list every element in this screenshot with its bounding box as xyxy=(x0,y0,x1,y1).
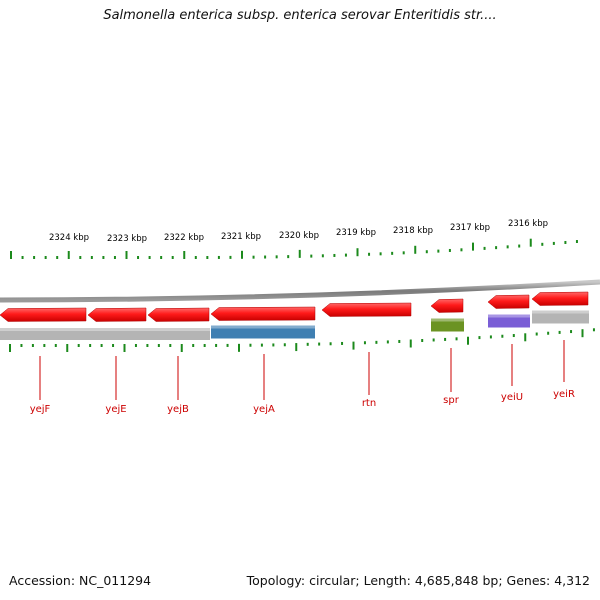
genome-backbone xyxy=(0,279,600,303)
lower-tick-marks xyxy=(9,328,595,352)
kbp-label: 2317 kbp xyxy=(450,223,490,233)
genome-summary-text: Topology: circular; Length: 4,685,848 bp… xyxy=(246,573,590,588)
accession-text: Accession: NC_011294 xyxy=(9,573,152,588)
gene-label-rtn: rtn xyxy=(362,398,376,409)
kbp-label: 2324 kbp xyxy=(49,233,89,243)
gene-labels: yejF yejE yejB yejA rtn spr yeiU yeiR xyxy=(30,340,575,415)
kbp-label: 2320 kbp xyxy=(279,231,319,241)
gene-arrow-yeiU xyxy=(487,294,530,309)
gene-label-yeiU: yeiU xyxy=(501,392,523,403)
gene-arrow-yejB xyxy=(147,307,210,322)
gene-label-yeiR: yeiR xyxy=(553,389,575,400)
kbp-label: 2323 kbp xyxy=(107,234,147,244)
kbp-label: 2319 kbp xyxy=(336,228,376,238)
cog-bar-highlight xyxy=(0,328,210,331)
cog-bar-highlight xyxy=(532,310,589,314)
gene-label-yejA: yejA xyxy=(253,404,275,415)
gene-arrow-yejA xyxy=(210,306,316,321)
map-title: Salmonella enterica subsp. enterica sero… xyxy=(103,8,497,23)
cog-bar xyxy=(532,310,589,324)
gene-arrow-rtn xyxy=(321,302,412,317)
upper-tick-marks xyxy=(10,238,578,259)
kbp-axis-labels: 2324 kbp 2323 kbp 2322 kbp 2321 kbp 2320 kbp… xyxy=(49,219,548,244)
cog-bar-highlight xyxy=(488,314,530,318)
gene-track-forward xyxy=(0,291,589,322)
cog-bar xyxy=(0,328,210,340)
cog-bar-highlight xyxy=(431,318,464,322)
cog-bar xyxy=(488,314,530,328)
kbp-label: 2322 kbp xyxy=(164,233,204,243)
kbp-label: 2318 kbp xyxy=(393,226,433,236)
cog-bar xyxy=(431,318,464,332)
gene-label-yejF: yejF xyxy=(30,404,51,415)
cog-bar-highlight xyxy=(211,325,315,329)
gene-label-yejE: yejE xyxy=(105,404,126,415)
gene-arrow-yejF xyxy=(0,307,87,322)
gene-label-yejB: yejB xyxy=(167,404,189,415)
cog-track xyxy=(0,310,589,340)
gene-arrow-spr xyxy=(430,298,464,313)
gene-arrow-yejE xyxy=(87,307,147,322)
kbp-label: 2321 kbp xyxy=(221,232,261,242)
gene-arrow-yeiR xyxy=(531,291,589,306)
gene-label-spr: spr xyxy=(443,395,460,406)
kbp-label: 2316 kbp xyxy=(508,219,548,229)
cog-bar xyxy=(211,325,315,339)
